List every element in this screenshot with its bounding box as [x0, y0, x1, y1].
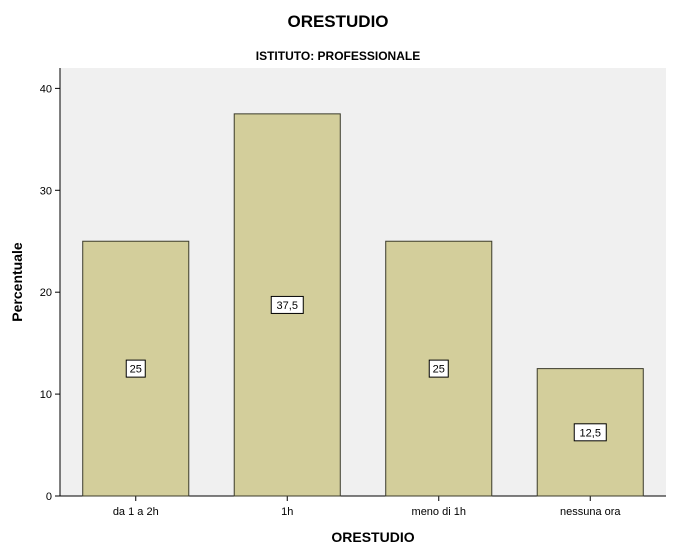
- x-tick-label: 1h: [281, 506, 293, 518]
- chart-subtitle: ISTITUTO: PROFESSIONALE: [255, 49, 421, 63]
- data-labels: 25 37,5 25 12,5: [125, 295, 607, 442]
- data-label-box: [270, 295, 304, 314]
- data-label: 25: [125, 359, 146, 378]
- chart-title: ORESTUDIO: [287, 12, 389, 31]
- y-axis: 0 10 20 30 40: [40, 68, 61, 503]
- y-tick-label: 20: [40, 287, 52, 299]
- data-label-text: 12,5: [580, 427, 601, 439]
- y-tick-label: 30: [40, 185, 52, 197]
- data-label: 12,5: [573, 423, 607, 442]
- x-axis-title: ORESTUDIO: [331, 529, 414, 543]
- data-label-text: 37,5: [277, 300, 298, 312]
- y-tick-label: 0: [46, 491, 52, 503]
- data-label: 25: [428, 359, 449, 378]
- data-label-box: [125, 359, 146, 378]
- data-label-text: 25: [130, 364, 142, 376]
- data-label-box: [428, 359, 449, 378]
- x-tick-label: nessuna ora: [560, 506, 621, 518]
- x-tick-label: meno di 1h: [412, 506, 466, 518]
- data-label: 37,5: [270, 295, 304, 314]
- y-axis-title: Percentuale: [9, 242, 25, 322]
- y-tick-label: 40: [40, 83, 52, 95]
- y-tick-label: 10: [40, 389, 52, 401]
- x-axis: da 1 a 2h 1h meno di 1h nessuna ora: [60, 495, 666, 518]
- data-label-box: [573, 423, 607, 442]
- data-label-text: 25: [433, 364, 445, 376]
- x-tick-label: da 1 a 2h: [113, 506, 159, 518]
